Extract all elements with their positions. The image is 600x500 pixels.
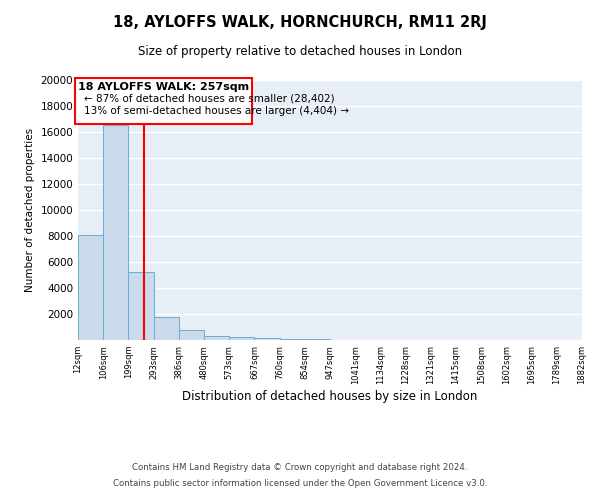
- Y-axis label: Number of detached properties: Number of detached properties: [25, 128, 35, 292]
- Bar: [280, 338, 305, 340]
- Bar: [78, 236, 103, 340]
- Bar: [179, 330, 204, 340]
- Text: Contains public sector information licensed under the Open Government Licence v3: Contains public sector information licen…: [113, 478, 487, 488]
- Bar: [305, 339, 330, 340]
- Bar: [154, 316, 179, 340]
- Text: Size of property relative to detached houses in London: Size of property relative to detached ho…: [138, 45, 462, 58]
- Text: Contains HM Land Registry data © Crown copyright and database right 2024.: Contains HM Land Registry data © Crown c…: [132, 464, 468, 472]
- Bar: [128, 272, 154, 340]
- X-axis label: Distribution of detached houses by size in London: Distribution of detached houses by size …: [182, 390, 478, 402]
- Bar: [229, 338, 254, 340]
- Text: 18, AYLOFFS WALK, HORNCHURCH, RM11 2RJ: 18, AYLOFFS WALK, HORNCHURCH, RM11 2RJ: [113, 15, 487, 30]
- Text: 18 AYLOFFS WALK: 257sqm: 18 AYLOFFS WALK: 257sqm: [78, 82, 249, 92]
- Text: 13% of semi-detached houses are larger (4,404) →: 13% of semi-detached houses are larger (…: [84, 106, 349, 116]
- Bar: [204, 336, 229, 340]
- Bar: [254, 338, 280, 340]
- Text: ← 87% of detached houses are smaller (28,402): ← 87% of detached houses are smaller (28…: [84, 94, 335, 104]
- Bar: [103, 126, 128, 340]
